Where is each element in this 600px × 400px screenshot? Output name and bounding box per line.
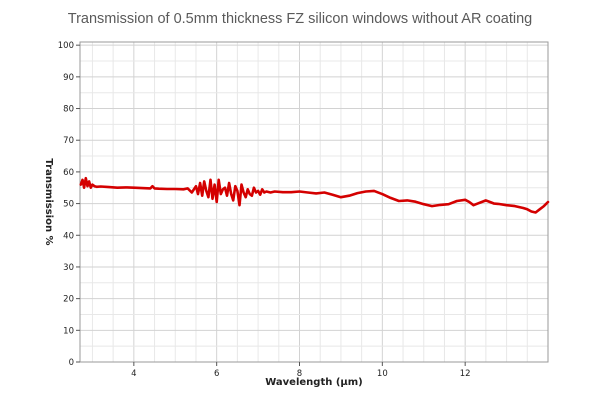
x-tick-label: 6 xyxy=(214,369,219,379)
x-axis-label: Wavelength (μm) xyxy=(265,377,363,388)
y-tick-label: 10 xyxy=(63,326,74,336)
grid-layer xyxy=(80,42,549,362)
y-tick-label: 0 xyxy=(69,358,74,368)
y-tick-label: 60 xyxy=(63,168,74,178)
x-tick-label: 4 xyxy=(131,369,136,379)
x-tick-label: 8 xyxy=(297,369,302,379)
y-tick-label: 20 xyxy=(63,295,74,305)
y-tick-label: 50 xyxy=(63,200,74,210)
chart-title: Transmission of 0.5mm thickness FZ silic… xyxy=(67,11,533,27)
y-tick-label: 100 xyxy=(58,41,74,51)
y-axis-label: Transmission % xyxy=(43,158,54,245)
transmission-line xyxy=(79,176,550,214)
x-tick-label: 12 xyxy=(460,369,471,379)
y-tick-label: 40 xyxy=(63,231,74,241)
y-tick-label: 80 xyxy=(63,105,74,115)
x-tick-label: 10 xyxy=(377,369,388,379)
series-layer xyxy=(79,176,550,214)
y-tick-label: 30 xyxy=(63,263,74,273)
tick-layer: 4 6 8 10 12 0 10 20 30 40 50 60 70 80 90 100 xyxy=(58,41,471,379)
y-tick-label: 70 xyxy=(63,136,74,146)
y-tick-label: 90 xyxy=(63,73,74,83)
